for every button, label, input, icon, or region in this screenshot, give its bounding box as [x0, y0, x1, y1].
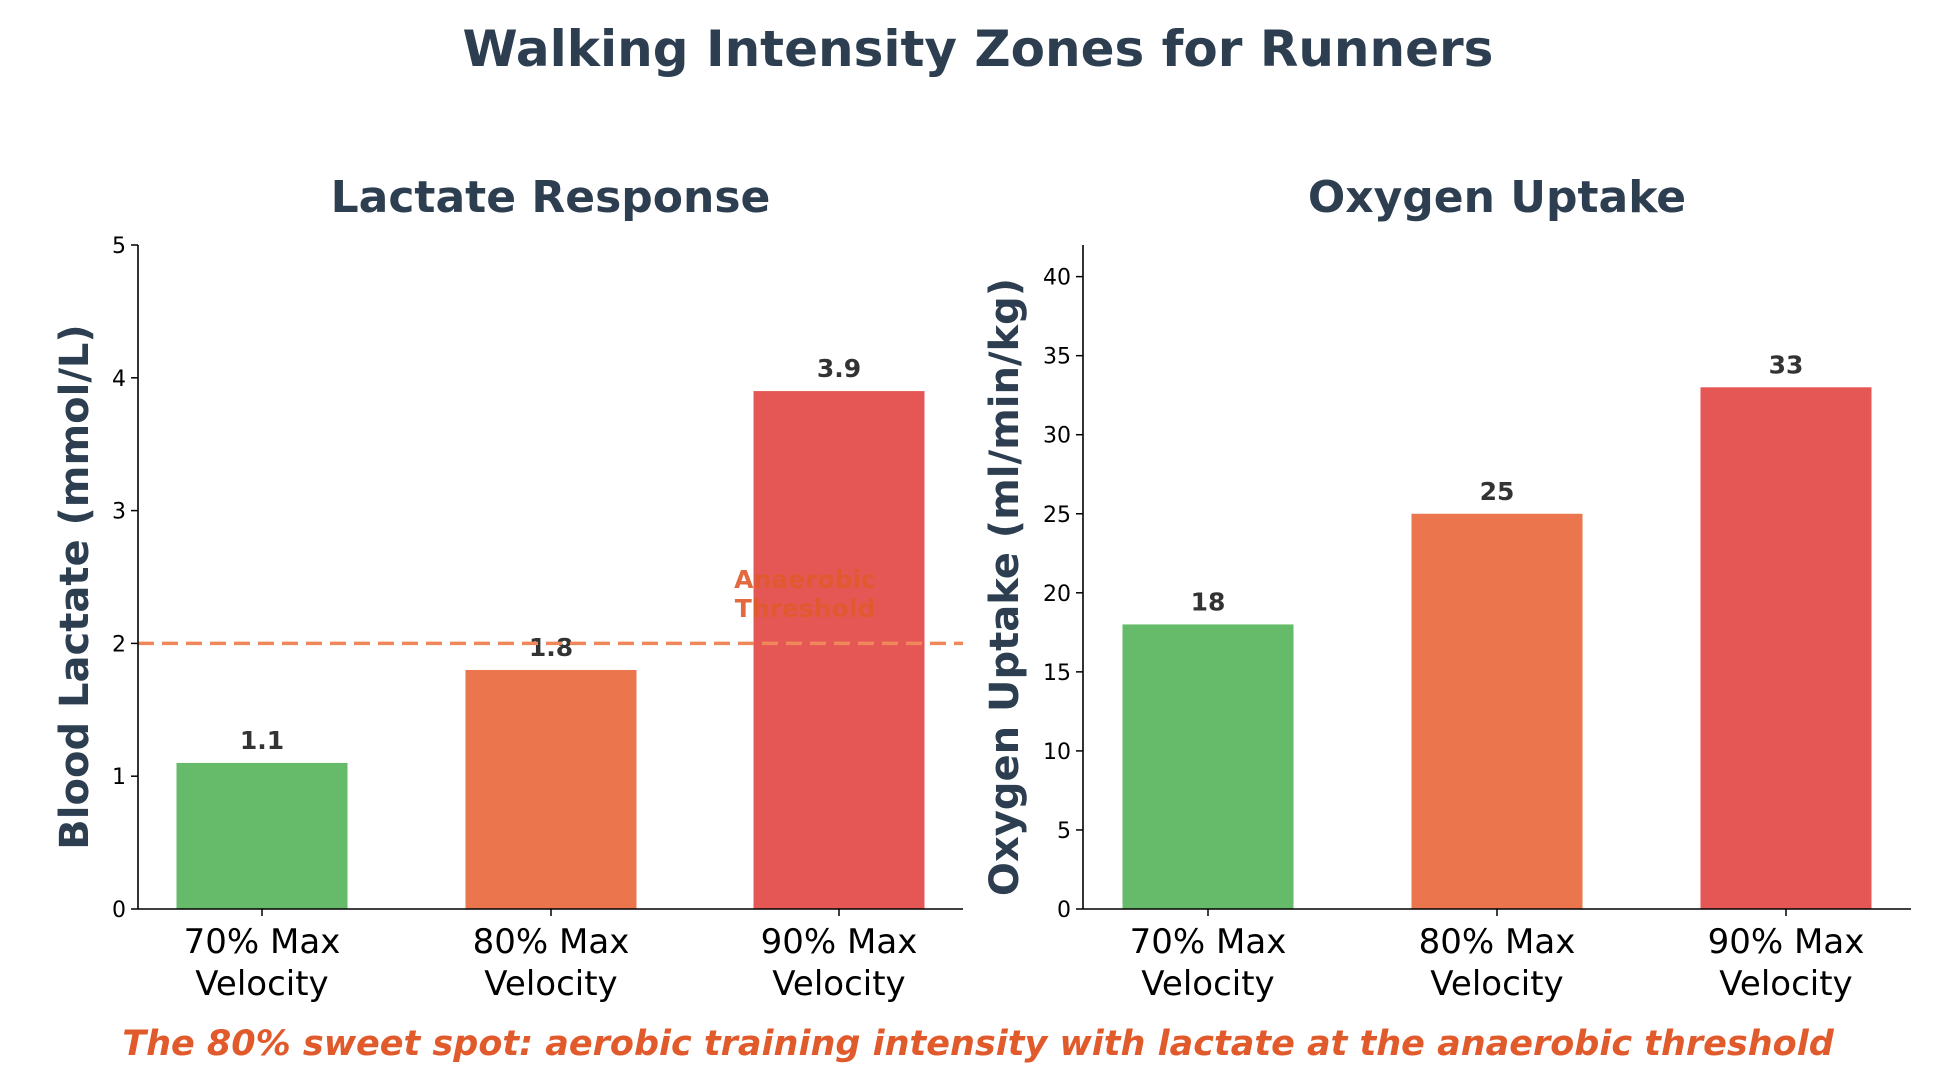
- y-axis-label: Blood Lactate (mmol/L): [52, 324, 98, 849]
- x-tick-label: 80% Max: [1419, 922, 1576, 962]
- y-tick-label: 3: [112, 500, 126, 525]
- y-tick-label: 15: [1043, 661, 1071, 686]
- y-tick-label: 4: [112, 367, 126, 392]
- y-tick-label: 5: [1057, 819, 1071, 844]
- y-tick-label: 1: [112, 765, 126, 790]
- x-tick-label: 90% Max: [761, 922, 918, 962]
- x-tick-label: Velocity: [772, 964, 905, 1004]
- x-tick-label: 90% Max: [1708, 922, 1865, 962]
- bar: [1411, 513, 1583, 909]
- bar: [1700, 387, 1872, 909]
- y-tick-label: 2: [112, 632, 126, 657]
- x-tick-label: Velocity: [484, 964, 617, 1004]
- value-label: 3.9: [817, 354, 861, 383]
- bar: [465, 669, 637, 909]
- x-tick-label: 70% Max: [184, 922, 341, 962]
- figure-title: Walking Intensity Zones for Runners: [463, 20, 1494, 78]
- value-label: 33: [1769, 350, 1804, 379]
- value-label: 18: [1191, 587, 1226, 616]
- x-tick-label: Velocity: [195, 964, 328, 1004]
- y-tick-label: 5: [112, 234, 126, 259]
- bar: [176, 762, 348, 909]
- value-label: 1.1: [240, 726, 284, 755]
- bar: [753, 391, 925, 910]
- y-tick-label: 30: [1043, 424, 1071, 449]
- x-tick-label: Velocity: [1719, 964, 1852, 1004]
- y-tick-label: 20: [1043, 582, 1071, 607]
- x-tick-label: Velocity: [1141, 964, 1274, 1004]
- y-tick-label: 25: [1043, 503, 1071, 528]
- value-label: 25: [1480, 477, 1515, 506]
- threshold-label: Threshold: [735, 594, 875, 623]
- footer-note: The 80% sweet spot: aerobic training int…: [122, 1024, 1835, 1064]
- threshold-label: Anaerobic: [734, 565, 876, 594]
- y-tick-label: 35: [1043, 345, 1071, 370]
- oxygen-chart: Oxygen Uptake Oxygen Uptake (ml/min/kg) 18…: [982, 172, 1911, 1004]
- y-tick-label: 0: [112, 898, 126, 923]
- y-tick-label: 0: [1057, 898, 1071, 923]
- x-tick-label: 70% Max: [1130, 922, 1287, 962]
- bar: [1122, 624, 1294, 909]
- y-axis-label: Oxygen Uptake (ml/min/kg): [982, 278, 1028, 896]
- value-label: 1.8: [529, 633, 573, 662]
- lactate-chart: Lactate Response Blood Lactate (mmol/L) 1.…: [52, 172, 963, 1004]
- x-tick-label: 80% Max: [473, 922, 630, 962]
- subplot-title: Lactate Response: [331, 172, 771, 223]
- subplot-title: Oxygen Uptake: [1308, 172, 1686, 223]
- y-tick-label: 10: [1043, 740, 1071, 765]
- y-tick-label: 40: [1043, 266, 1071, 291]
- x-tick-label: Velocity: [1430, 964, 1563, 1004]
